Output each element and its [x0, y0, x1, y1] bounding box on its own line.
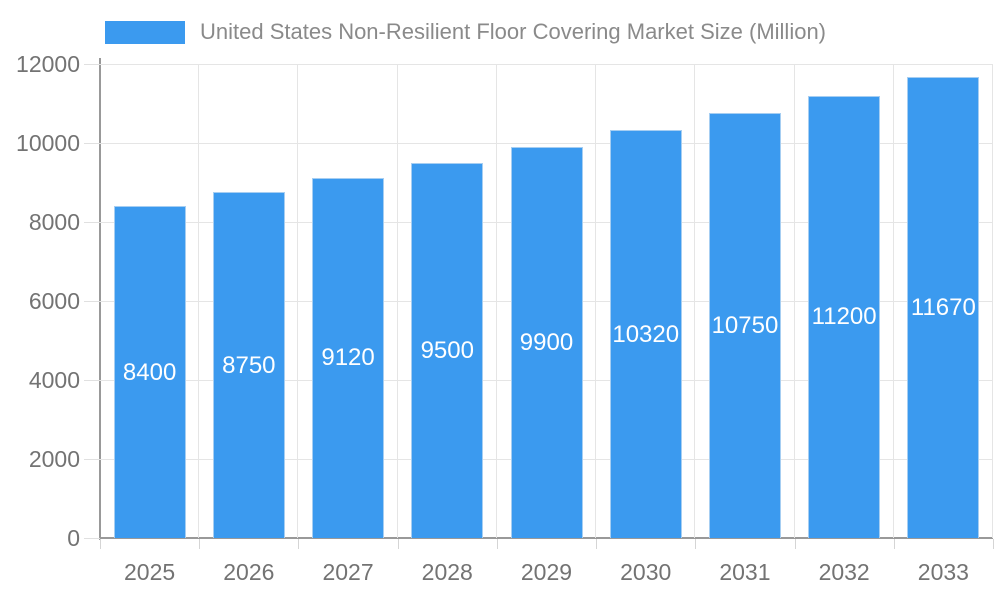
- x-gridline: [198, 64, 200, 538]
- bar-2033[interactable]: 11670: [907, 77, 980, 538]
- x-axis-label: 2027: [322, 559, 374, 585]
- x-axis-label: 2031: [719, 559, 771, 585]
- x-axis-label: 2029: [520, 559, 573, 585]
- x-axis-line: [99, 537, 993, 539]
- y-tick: [84, 143, 100, 144]
- y-axis-label: 10000: [16, 130, 80, 156]
- y-tick: [84, 380, 100, 381]
- x-gridline: [495, 64, 497, 538]
- bar-value-label: 10320: [612, 320, 680, 348]
- y-tick: [84, 64, 100, 65]
- bar-2027[interactable]: 9120: [312, 177, 385, 538]
- x-gridline: [595, 64, 597, 538]
- x-gridline: [694, 64, 696, 538]
- legend-swatch[interactable]: [105, 20, 185, 44]
- y-axis-label: 0: [67, 525, 80, 551]
- x-axis-label: 2026: [223, 559, 275, 585]
- bar-2030[interactable]: 10320: [609, 130, 682, 538]
- bar-2026[interactable]: 8750: [212, 192, 285, 538]
- bar-2032[interactable]: 11200: [808, 95, 881, 538]
- x-gridline: [396, 64, 398, 538]
- bar-2029[interactable]: 9900: [510, 146, 583, 538]
- x-tick: [596, 539, 598, 549]
- plot-area: 8400 8750 9120 9500 9900 10320 10750 11200 11670: [100, 64, 993, 538]
- x-tick: [298, 539, 300, 549]
- bar-2028[interactable]: 9500: [411, 162, 484, 538]
- x-axis-label: 2032: [818, 559, 870, 585]
- bar-value-label: 10750: [711, 312, 779, 340]
- x-tick: [100, 539, 101, 549]
- x-axis-label: 2028: [421, 559, 473, 585]
- legend[interactable]: United States Non-Resilient Floor Coveri…: [105, 19, 826, 45]
- y-axis-label: 2000: [28, 446, 80, 472]
- x-tick: [199, 539, 201, 549]
- bar-value-label: 8400: [122, 358, 177, 386]
- bar-value-label: 9500: [420, 336, 474, 364]
- y-tick: [84, 538, 100, 539]
- x-tick: [893, 539, 895, 549]
- x-gridline: [793, 64, 795, 538]
- legend-label[interactable]: United States Non-Resilient Floor Coveri…: [200, 19, 827, 44]
- y-tick: [84, 301, 100, 302]
- bar-2025[interactable]: 8400: [113, 206, 186, 538]
- bar-value-label: 11200: [811, 303, 877, 331]
- x-gridline: [892, 64, 894, 538]
- bar-value-label: 8750: [222, 351, 276, 379]
- x-axis-label: 2033: [917, 559, 969, 585]
- x-tick: [695, 539, 697, 549]
- y-axis-label: 6000: [28, 288, 80, 314]
- x-gridline: [297, 64, 299, 538]
- x-axis-label: 2030: [620, 559, 672, 585]
- bar-value-label: 11670: [910, 294, 976, 322]
- bar-2031[interactable]: 10750: [708, 113, 781, 538]
- y-axis-label: 4000: [28, 367, 80, 393]
- y-axis-label: 8000: [28, 209, 80, 235]
- x-tick: [397, 539, 399, 549]
- x-gridline: [992, 64, 993, 538]
- x-axis-label: 2025: [124, 559, 176, 585]
- y-tick: [84, 222, 100, 223]
- x-tick: [496, 539, 498, 549]
- y-axis-label: 12000: [16, 51, 80, 77]
- bar-value-label: 9900: [519, 328, 574, 356]
- bar-value-label: 9120: [321, 344, 375, 372]
- y-axis-line: [99, 58, 101, 540]
- y-gridline: [100, 143, 993, 144]
- y-tick: [84, 459, 100, 460]
- x-tick: [794, 539, 796, 549]
- x-tick: [993, 539, 994, 549]
- y-gridline: [100, 64, 993, 65]
